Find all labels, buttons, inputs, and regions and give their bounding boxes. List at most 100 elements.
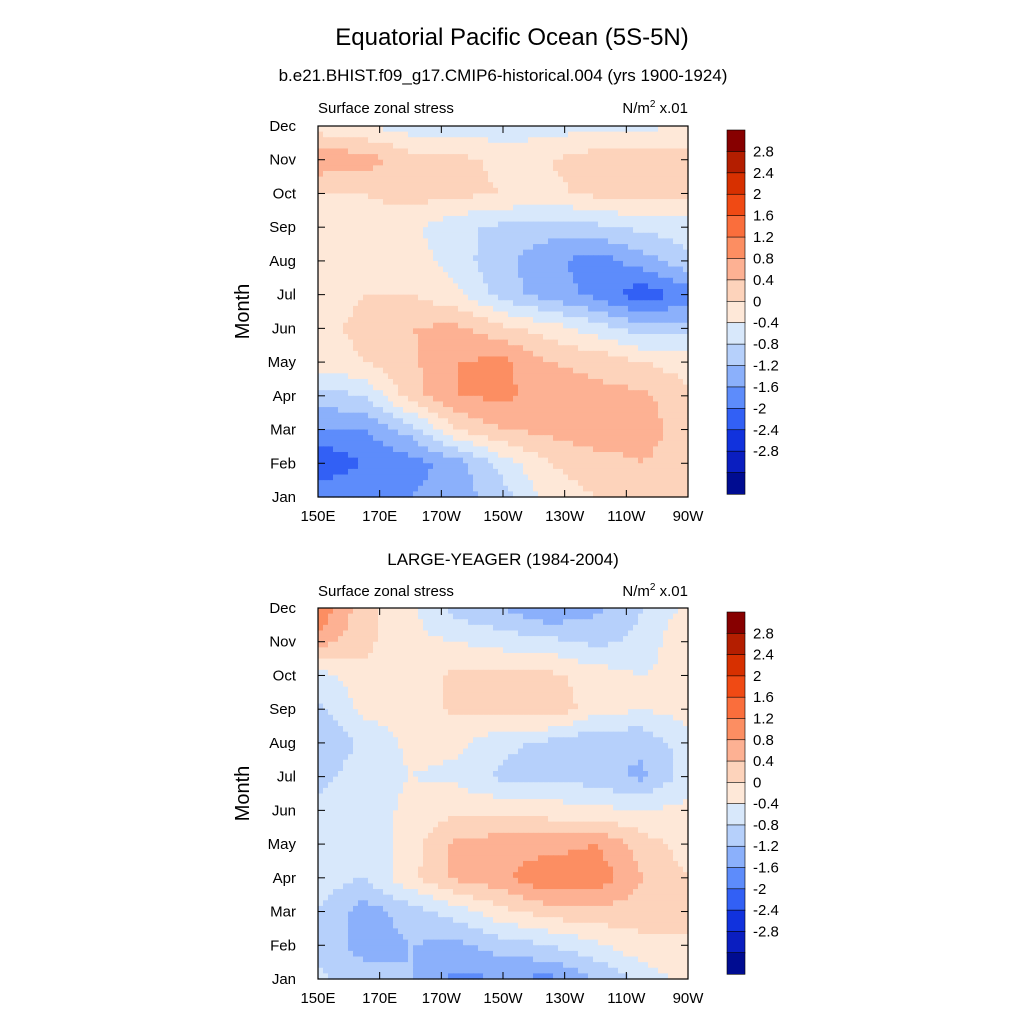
- contour-cell: [663, 322, 669, 329]
- contour-cell: [448, 468, 454, 476]
- contour-cell: [568, 305, 574, 313]
- contour-cell: [333, 249, 339, 256]
- contour-cell: [338, 608, 344, 615]
- contour-cell: [643, 187, 649, 195]
- contour-cell: [348, 384, 354, 391]
- contour-cell: [663, 148, 669, 155]
- contour-cell: [623, 345, 629, 352]
- contour-cell: [638, 350, 644, 358]
- contour-cell: [408, 142, 414, 150]
- contour-cell: [613, 210, 619, 217]
- contour-cell: [598, 126, 604, 133]
- contour-cell: [553, 384, 559, 391]
- contour-cell: [378, 440, 384, 448]
- contour-cell: [573, 126, 579, 133]
- contour-cell: [428, 435, 434, 442]
- contour-cell: [458, 485, 464, 492]
- contour-cell: [598, 423, 604, 431]
- contour-cell: [663, 300, 669, 307]
- contour-cell: [533, 266, 539, 273]
- contour-cell: [383, 390, 389, 397]
- contour-cell: [463, 384, 469, 391]
- contour-cell: [388, 199, 394, 206]
- contour-cell: [553, 446, 559, 453]
- contour-cell: [658, 272, 664, 279]
- contour-cell: [413, 463, 419, 470]
- contour-cell: [518, 193, 524, 200]
- contour-cell: [493, 238, 499, 245]
- contour-cell: [328, 148, 334, 155]
- contour-cell: [643, 350, 649, 358]
- contour-cell: [518, 491, 524, 498]
- contour-cell: [418, 131, 424, 138]
- contour-cell: [388, 193, 394, 200]
- contour-cell: [578, 367, 584, 374]
- contour-cell: [398, 165, 404, 172]
- contour-cell: [523, 311, 529, 318]
- contour-cell: [423, 440, 429, 448]
- contour-cell: [368, 440, 374, 448]
- contour-cell: [328, 401, 334, 408]
- contour-cell: [373, 215, 379, 223]
- contour-cell: [398, 418, 404, 425]
- contour-cell: [358, 457, 364, 464]
- contour-cell: [638, 154, 644, 161]
- contour-cell: [568, 277, 574, 284]
- contour-cell: [578, 232, 584, 240]
- contour-cell: [588, 289, 594, 296]
- contour-cell: [473, 345, 479, 352]
- contour-cell: [623, 221, 629, 228]
- contour-cell: [523, 277, 529, 284]
- contour-cell: [383, 249, 389, 256]
- contour-cell: [428, 333, 434, 341]
- contour-cell: [353, 412, 359, 419]
- contour-cell: [353, 407, 359, 414]
- contour-cell: [648, 170, 654, 178]
- contour-cell: [518, 137, 524, 144]
- contour-cell: [443, 137, 449, 144]
- contour-cell: [478, 412, 484, 419]
- contour-cell: [418, 255, 424, 262]
- contour-cell: [673, 435, 679, 442]
- contour-cell: [583, 339, 589, 346]
- contour-cell: [408, 457, 414, 464]
- contour-cell: [468, 260, 474, 268]
- contour-cell: [568, 266, 574, 273]
- contour-cell: [658, 238, 664, 245]
- contour-cell: [673, 283, 679, 290]
- contour-cell: [643, 468, 649, 476]
- contour-cell: [393, 412, 399, 419]
- contour-cell: [588, 367, 594, 374]
- contour-cell: [368, 350, 374, 358]
- contour-cell: [503, 289, 509, 296]
- contour-cell: [568, 350, 574, 358]
- contour-cell: [553, 362, 559, 369]
- contour-cell: [518, 221, 524, 228]
- contour-cell: [438, 480, 444, 487]
- contour-cell: [348, 317, 354, 324]
- contour-cell: [598, 260, 604, 268]
- contour-cell: [478, 446, 484, 453]
- contour-cell: [408, 418, 414, 425]
- colorbar-box: [726, 343, 746, 367]
- contour-cell: [578, 260, 584, 268]
- contour-cell: [328, 317, 334, 324]
- contour-cell: [628, 272, 634, 279]
- contour-cell: [393, 260, 399, 268]
- contour-cell: [498, 204, 504, 211]
- contour-cell: [473, 311, 479, 318]
- contour-cell: [418, 395, 424, 403]
- contour-cell: [683, 300, 689, 307]
- contour-cell: [603, 176, 609, 183]
- contour-cell: [323, 272, 329, 279]
- contour-cell: [473, 384, 479, 391]
- contour-cell: [533, 317, 539, 324]
- contour-cell: [358, 154, 364, 161]
- contour-cell: [393, 407, 399, 414]
- contour-cell: [498, 170, 504, 178]
- contour-cell: [603, 452, 609, 459]
- contour-cell: [548, 260, 554, 268]
- contour-cell: [513, 390, 519, 397]
- contour-cell: [318, 491, 324, 498]
- colorbar-label: -2: [753, 400, 766, 417]
